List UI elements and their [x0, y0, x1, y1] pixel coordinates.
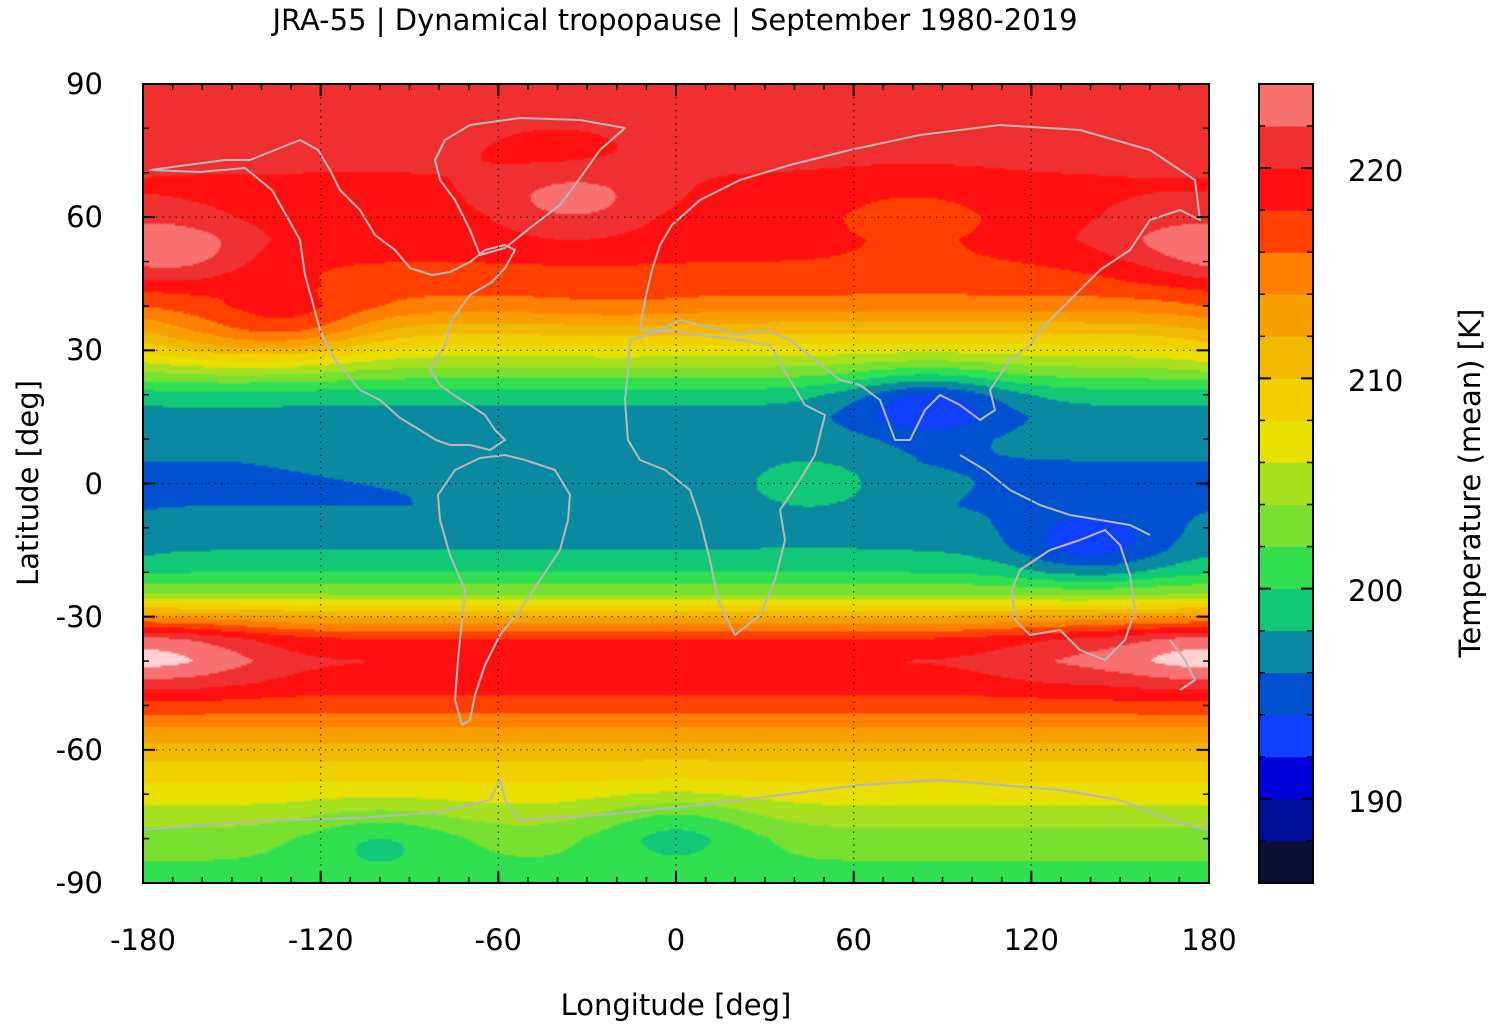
- y-axis-title: Latitude [deg]: [11, 380, 45, 586]
- x-tick-label: 180: [1181, 923, 1236, 957]
- coastline-australia: [1011, 529, 1136, 661]
- x-tick-label: 120: [1004, 923, 1059, 957]
- x-tick-label: 0: [667, 923, 685, 957]
- y-tick-labels: 90 60 30 0 -30 -60 -90: [56, 67, 103, 900]
- colorbar-ticks: [1259, 83, 1313, 884]
- y-tick-label: 30: [66, 333, 103, 367]
- x-tick-label: -180: [110, 923, 176, 957]
- coastline-new-zealand: [1169, 639, 1196, 691]
- colorbar-tick-label: 200: [1348, 574, 1403, 608]
- colorbar-band: [1259, 504, 1313, 548]
- colorbar-band: [1259, 294, 1313, 337]
- x-axis-title: Longitude [deg]: [561, 988, 792, 1022]
- colorbar-band: [1259, 336, 1313, 379]
- colorbar-band: [1259, 252, 1313, 295]
- colorbar-tick-labels: 190 200 210 220: [1348, 154, 1403, 819]
- colorbar-band: [1259, 756, 1313, 800]
- colorbar-band: [1259, 798, 1313, 842]
- colorbar-band: [1259, 672, 1313, 716]
- colorbar-band: [1259, 420, 1313, 463]
- colorbar-tick-label: 210: [1348, 364, 1403, 398]
- y-tick-label: -90: [56, 866, 103, 900]
- colorbar-tick-label: 190: [1348, 785, 1403, 819]
- colorbar-band: [1259, 714, 1313, 758]
- colorbar-band: [1259, 546, 1313, 590]
- coastlines: [143, 117, 1209, 831]
- colorbar-band: [1259, 168, 1313, 211]
- colorbar-band: [1259, 588, 1313, 632]
- colorbar-label: Temperature (mean) [K]: [1453, 309, 1487, 659]
- colorbar-band: [1259, 630, 1313, 674]
- colorbar-band: [1259, 210, 1313, 253]
- x-tick-labels: -180 -120 -60 0 60 120 180: [110, 923, 1237, 957]
- y-tick-label: -30: [56, 600, 103, 634]
- colorbar-band: [1259, 378, 1313, 421]
- colorbar-band: [1259, 840, 1313, 884]
- x-tick-label: 60: [835, 923, 872, 957]
- y-tick-label: 0: [85, 467, 103, 501]
- plot-frame: [142, 83, 1210, 884]
- y-tick-label: 90: [66, 67, 103, 101]
- x-tick-label: -60: [475, 923, 522, 957]
- colorbar-band: [1259, 84, 1313, 127]
- chart-title: JRA-55 | Dynamical tropopause | Septembe…: [270, 3, 1077, 37]
- coastline-south-america: [437, 454, 571, 726]
- x-tick-label: -120: [288, 923, 354, 957]
- colorbar-frame: [1258, 83, 1314, 884]
- colorbar-band: [1259, 126, 1313, 169]
- grid-lines: [143, 84, 1209, 883]
- colorbar-tick-label: 220: [1348, 154, 1403, 188]
- coastline-antarctica: [143, 779, 1209, 831]
- coastline-north-america: [149, 139, 516, 451]
- y-tick-label: -60: [56, 733, 103, 767]
- colorbar-band: [1259, 462, 1313, 506]
- coastline-africa: [624, 329, 826, 636]
- coastline-greenland: [434, 117, 626, 256]
- coastline-eurasia: [639, 124, 1201, 441]
- y-tick-label: 60: [66, 200, 103, 234]
- coastline-maritime-asia: [959, 454, 1151, 536]
- colorbar: [1259, 84, 1313, 884]
